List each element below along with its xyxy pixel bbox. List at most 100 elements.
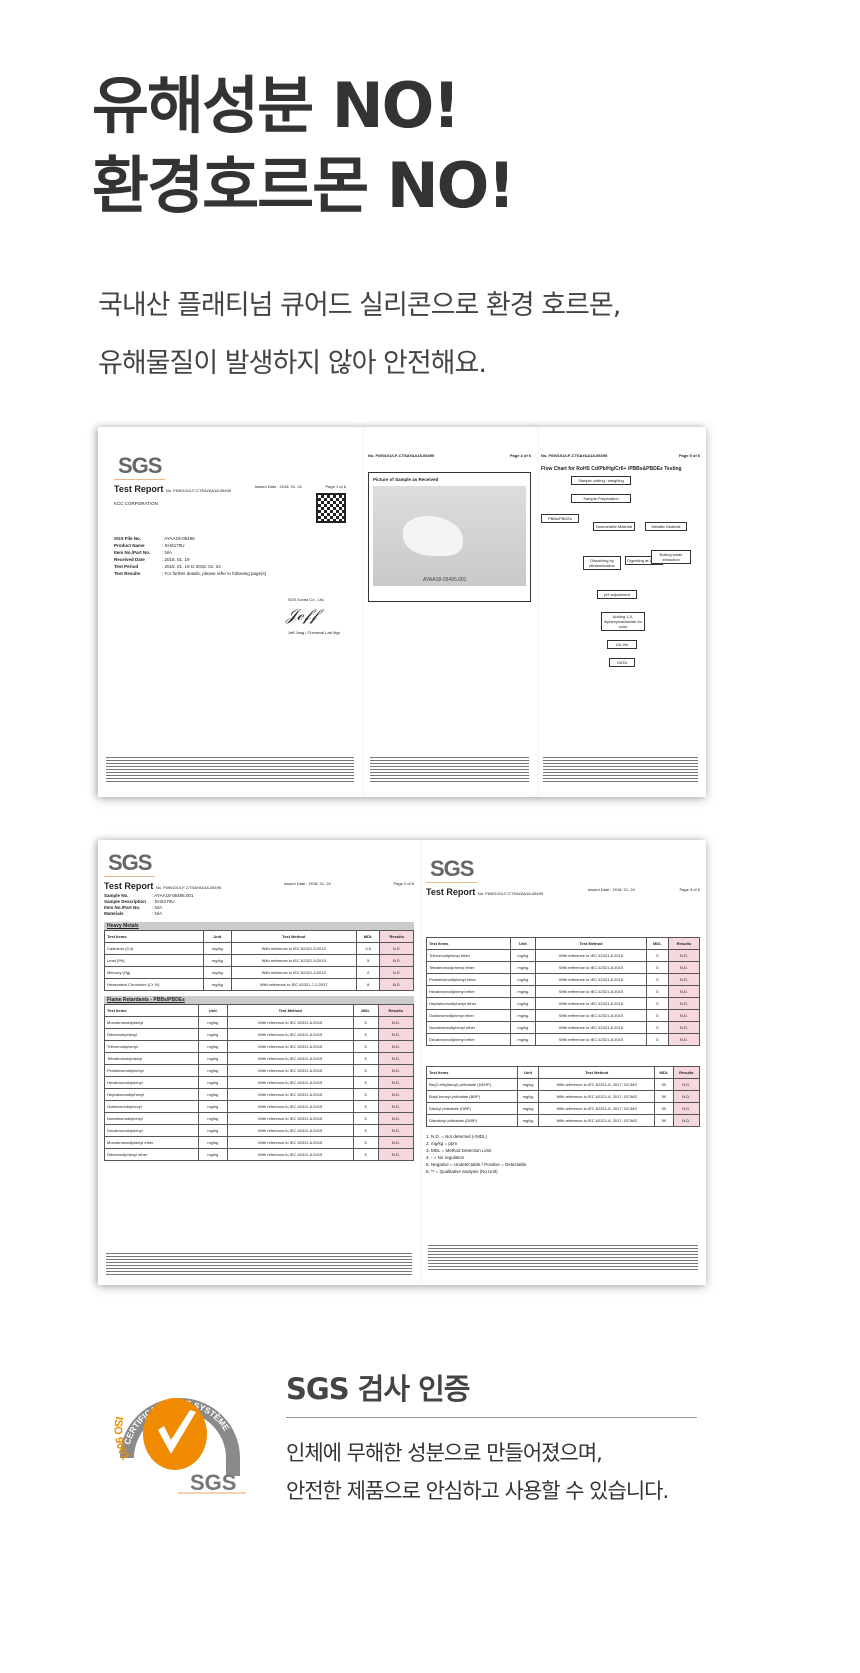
headline-line-1: 유해성분 NO! <box>92 69 461 142</box>
table-cell: With reference to IEC 62321-6:2015 <box>535 997 647 1010</box>
note-line: 6. ** = Qualitative analysis (No Unit) <box>426 1169 498 1174</box>
table-row: Dibutyl phthalate (DBP) mg/kg With referen… <box>426 1102 701 1115</box>
table-row: Tetrabromobiphenyl mg/kg With reference to… <box>104 1052 415 1065</box>
note-line: 2. mg/kg = ppm <box>426 1141 458 1146</box>
report-no: No. F690101/LF-CTSAYAA18-05495 <box>368 453 435 458</box>
headline-line-2: 환경호르몬 NO! <box>92 149 516 222</box>
table-cell: mg/kg <box>509 973 537 986</box>
table-cell: 5 <box>645 1021 669 1034</box>
table-cell: N.D. <box>667 997 701 1010</box>
report-title: Test Report <box>104 881 154 891</box>
table-cell: N.D. <box>672 1102 701 1115</box>
table-row: Monobromodiphenyl ether mg/kg With referen… <box>104 1136 415 1149</box>
flowchart-box: UV-Vis <box>607 640 637 649</box>
table-cell: mg/kg <box>197 1148 228 1161</box>
issued-date: Issued Date : 2018. 01. 24 <box>587 887 635 892</box>
table-cell: MDL <box>355 930 381 943</box>
table-cell: mg/kg <box>203 966 232 979</box>
report-no: No. F690101/LF-CTSAYAA18-05495 <box>155 885 222 890</box>
page-number: Page 3 of 6 <box>679 887 700 892</box>
report-page-2: SGS Test Report No. F690101/LF-CTSAYAA18… <box>98 840 420 1285</box>
table-cell: Test Method <box>538 1066 656 1079</box>
table-cell: 50 <box>654 1102 674 1115</box>
table-cell: Pentabromodiphenyl ether <box>426 973 511 986</box>
table-cell: 5 <box>645 1009 669 1022</box>
disclaimer-text <box>106 757 354 783</box>
table-cell: Monobromobiphenyl <box>104 1016 199 1029</box>
table-cell: Dibutyl phthalate (DBP) <box>426 1102 518 1115</box>
table-cell: With reference to IEC 62321-6:2015 <box>226 1040 354 1053</box>
table-cell: mg/kg <box>509 961 537 974</box>
table-cell: With reference to IEC 62321-8, 2017, GC/… <box>538 1090 656 1103</box>
table-row: Butyl benzyl phthalate (BBP) mg/kg With re… <box>426 1090 701 1103</box>
table-cell: Tetrabromobiphenyl <box>104 1052 199 1065</box>
table-cell: 5 <box>352 1028 379 1041</box>
report-page-5: No. F690101/LF-CTSAYAA18-05495 Page 5 of … <box>535 427 706 797</box>
cert-body-line-2: 안전한 제품으로 안심하고 사용할 수 있습니다. <box>286 1479 669 1503</box>
field-value: : SHS170U <box>162 543 185 548</box>
table-cell: 50 <box>654 1114 674 1127</box>
report-page-4: No. F690101/LF-CTSAYAA18-05495 Page 4 of … <box>362 427 537 797</box>
table-row: Heptabromobiphenyl mg/kg With reference to… <box>104 1088 415 1101</box>
subtitle-line-1: 국내산 플래티넘 큐어드 실리콘으로 환경 호르몬, <box>98 290 621 321</box>
table-cell: mg/kg <box>509 1009 537 1022</box>
table-cell: With reference to IEC 62321-6:2015 <box>535 961 647 974</box>
table-cell: With reference to IEC 62321-5:2013 <box>230 942 357 955</box>
table-cell: 50 <box>654 1078 674 1091</box>
table-header-row: Test Items Unit Test Method MDL Results <box>426 1066 701 1079</box>
qr-code <box>316 493 346 523</box>
flowchart-box: Sample cutting / weighing <box>571 476 631 485</box>
disclaimer-text <box>106 1253 412 1275</box>
table-cell: N.D. <box>377 1028 415 1041</box>
table-cell: Decabromodiphenyl ether <box>426 1033 511 1046</box>
report-no: No. F690101/LF-CTSAYAA18-05495 <box>165 488 232 493</box>
flowchart-box: Nonmetallic Material <box>593 522 635 531</box>
table-cell: 5 <box>352 1076 379 1089</box>
note-line: 5. Negative = Undetectable / Positive = … <box>426 1162 527 1167</box>
field-label: Item No./Part No. <box>104 905 141 910</box>
sample-photo-frame: Picture of Sample as Received AYAA18-054… <box>368 472 531 602</box>
table-cell: With reference to IEC 62321-6:2015 <box>226 1064 354 1077</box>
field-value: : 2018. 01. 19 <box>162 557 190 562</box>
table-cell: N.D. <box>667 949 701 962</box>
table-cell: Test Items <box>103 930 205 943</box>
table-cell: With reference to IEC 62321-6:2015 <box>535 973 647 986</box>
field-value: : AYAA18-05495.001 <box>152 893 194 898</box>
table-cell: N.D. <box>377 1148 415 1161</box>
report-field: Item No./Part No.: N/A <box>114 549 346 556</box>
table-cell: Test Items <box>426 937 511 950</box>
report-field: Product Name: SHS170U <box>114 542 346 549</box>
phthalate-table: Test Items Unit Test Method MDL Results Bis(2… <box>426 1066 701 1127</box>
table-cell: MDL <box>654 1066 674 1079</box>
cert-body-line-1: 인체에 무해한 성분으로 만들어졌으며, <box>286 1441 603 1465</box>
sample-id: AYAA18-05495.001 <box>423 577 467 583</box>
table-cell: Unit <box>509 937 537 950</box>
table-header-row: Test Items Unit Test Method MDL Results <box>426 937 701 950</box>
field-value: : N/A <box>152 905 163 910</box>
flowchart-box: Dissolving by ultrasonication <box>583 556 621 570</box>
table-cell: With reference to IEC 62321-6:2015 <box>535 1009 647 1022</box>
table-cell: With reference to IEC 62321-6:2015 <box>226 1148 354 1161</box>
table-cell: 5 <box>355 954 381 967</box>
table-cell: MDL <box>645 937 669 950</box>
table-cell: mg/kg <box>203 954 232 967</box>
report-no: No. F690101/LF-CTSAYAA18-05495 <box>477 891 544 896</box>
document-group-bottom: SGS Test Report No. F690101/LF-CTSAYAA18… <box>98 840 706 1285</box>
table-cell: N.D. <box>667 961 701 974</box>
flowchart-box: PBBs/PBDEs <box>541 514 579 523</box>
flowchart-title: Flow Chart for RoHS Cd/Pb/Hg/Cr6+ /PBBs&… <box>541 466 682 472</box>
flowchart-box: Boiling water extraction <box>651 550 691 564</box>
table-cell: 5 <box>352 1112 379 1125</box>
issued-date: Issued Date : 2018. 01. 24 <box>254 484 302 489</box>
table-cell: 5 <box>645 985 669 998</box>
field-label: Test Period <box>114 564 139 569</box>
page-number: Page 4 of 6 <box>509 453 531 458</box>
sgs-logo: SGS <box>114 453 166 480</box>
table-cell: Unit <box>203 930 232 943</box>
table-cell: Tribromodiphenyl ether <box>426 949 511 962</box>
table-cell: mg/kg <box>516 1090 540 1103</box>
table-cell: Diisobutyl phthalate (DIBP) <box>426 1114 518 1127</box>
table-cell: With reference to IEC 62321-6:2015 <box>535 985 647 998</box>
table-cell: N.D. <box>667 1021 701 1034</box>
table-cell: With reference to IEC 62321-6:2015 <box>535 949 647 962</box>
